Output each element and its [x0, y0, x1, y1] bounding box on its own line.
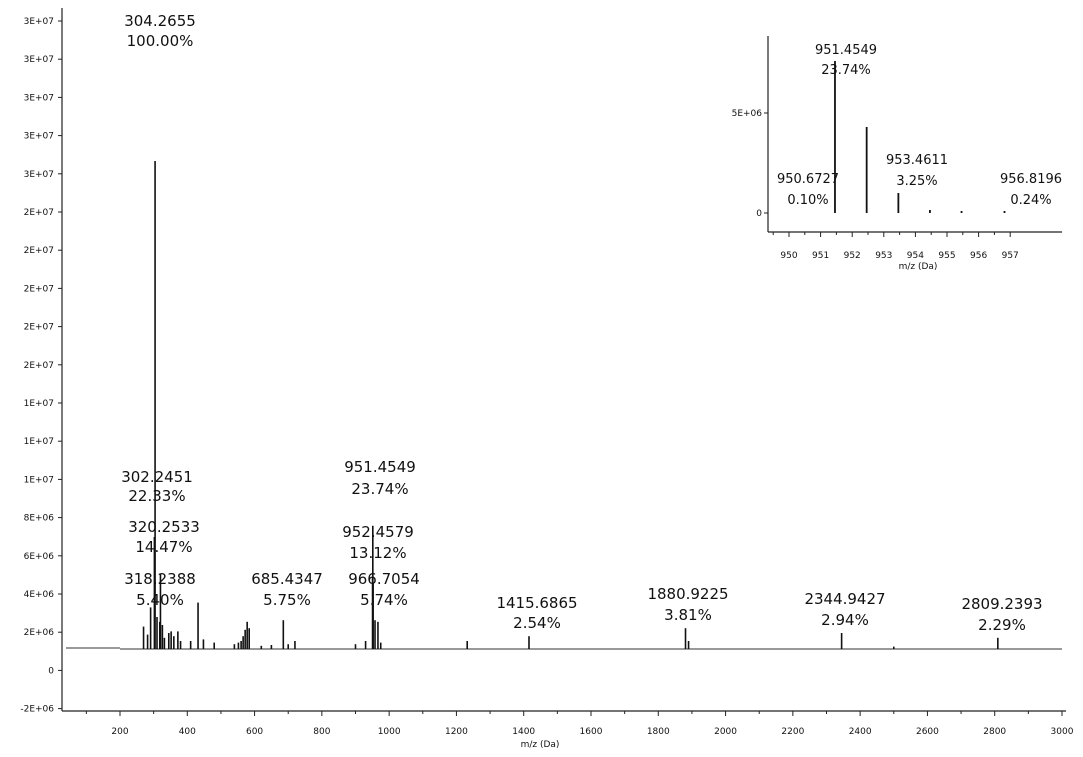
inset-x-ticks: 950 951 952 953 954 955 956 957 [772, 232, 1019, 261]
annotation-mz: 951.4549 [815, 43, 877, 58]
annotation-mz: 952.4579 [342, 523, 414, 541]
main-y-tick-label: 0 [48, 666, 54, 676]
annotation-mz: 951.4549 [344, 458, 416, 476]
annotation-pct: 23.74% [351, 480, 408, 498]
main-x-tick-label: 2800 [983, 727, 1006, 737]
annotation-mz: 302.2451 [121, 468, 193, 486]
inset-x-tick-label: 952 [844, 251, 861, 261]
main-y-tick-label: 2E+06 [24, 628, 55, 638]
annotation-pct: 14.47% [135, 538, 192, 556]
main-y-tick-label: -2E+06 [20, 705, 54, 715]
main-y-tick-label: 6E+06 [24, 552, 55, 562]
main-x-tick-label: 2200 [781, 727, 804, 737]
annotation-mz: 318.2388 [124, 570, 196, 588]
inset-x-tick-label: 955 [938, 251, 955, 261]
annotation-mz: 304.2655 [124, 12, 196, 30]
main-y-tick-label: 2E+07 [24, 361, 54, 371]
inset-y-ticks: 0 5E+06 [732, 109, 768, 219]
main-x-tick-label: 3000 [1051, 727, 1074, 737]
main-x-tick-label: 2600 [916, 727, 939, 737]
annotation-pct: 0.24% [1010, 193, 1051, 208]
main-y-tick-label: 4E+06 [24, 590, 55, 600]
inset-x-tick-label: 956 [970, 251, 987, 261]
main-x-tick-label: 1200 [445, 727, 468, 737]
annotation-pct: 5.75% [263, 591, 311, 609]
main-y-ticks: 3E+07 3E+07 3E+07 3E+07 3E+07 2E+07 2E+07 2E+07… [20, 17, 62, 715]
main-y-tick-label: 3E+07 [24, 17, 54, 27]
main-y-tick-label: 2E+07 [24, 323, 54, 333]
main-annotations: 304.2655 100.00% 302.2451 22.33% 320.253… [121, 12, 1042, 634]
annotation-mz: 2344.9427 [804, 590, 885, 608]
main-x-tick-label: 1400 [512, 727, 535, 737]
annotation-pct: 22.33% [128, 487, 185, 505]
inset-y-tick-label: 5E+06 [732, 109, 763, 119]
annotation-mz: 685.4347 [251, 570, 323, 588]
main-y-tick-label: 8E+06 [24, 514, 55, 524]
main-x-tick-label: 400 [179, 727, 196, 737]
inset-x-tick-label: 950 [780, 251, 797, 261]
main-y-tick-label: 3E+07 [24, 170, 54, 180]
main-x-tick-label: 1600 [580, 727, 603, 737]
annotation-pct: 3.25% [896, 174, 937, 189]
main-x-tick-label: 200 [111, 727, 128, 737]
main-x-tick-label: 1000 [378, 727, 401, 737]
main-y-tick-label: 2E+07 [24, 246, 54, 256]
main-y-tick-label: 3E+07 [24, 55, 54, 65]
inset-y-tick-label: 0 [756, 209, 762, 219]
annotation-pct: 5.74% [360, 591, 408, 609]
main-y-tick-label: 1E+07 [24, 475, 54, 485]
main-x-ticks: 200 400 600 800 1000 1200 1400 1600 1800 2000 2200… [85, 711, 1074, 737]
main-x-tick-label: 800 [313, 727, 330, 737]
main-y-tick-label: 1E+07 [24, 399, 54, 409]
main-x-axis-title: m/z (Da) [521, 740, 560, 750]
annotation-pct: 2.54% [513, 614, 561, 632]
inset-x-tick-label: 954 [907, 251, 924, 261]
main-y-tick-label: 2E+07 [24, 208, 54, 218]
main-x-tick-label: 1800 [647, 727, 670, 737]
annotation-mz: 1415.6865 [496, 594, 577, 612]
main-y-tick-label: 3E+07 [24, 132, 54, 142]
annotation-mz: 320.2533 [128, 518, 200, 536]
main-x-tick-label: 2000 [714, 727, 737, 737]
annotation-mz: 966.7054 [348, 570, 420, 588]
annotation-mz: 953.4611 [886, 153, 948, 168]
annotation-pct: 2.94% [821, 611, 869, 629]
annotation-pct: 13.12% [349, 544, 406, 562]
inset-x-tick-label: 951 [812, 251, 829, 261]
annotation-mz: 950.6727 [777, 172, 839, 187]
main-y-tick-label: 3E+07 [24, 93, 54, 103]
annotation-pct: 2.29% [978, 616, 1026, 634]
annotation-mz: 956.8196 [1000, 172, 1062, 187]
main-y-tick-label: 2E+07 [24, 284, 54, 294]
annotation-mz: 1880.9225 [647, 585, 728, 603]
main-peaks [142, 161, 999, 649]
inset-annotations: 951.4549 23.74% 950.6727 0.10% 953.4611 … [777, 43, 1062, 208]
main-x-tick-label: 2400 [849, 727, 872, 737]
main-x-tick-label: 600 [246, 727, 263, 737]
inset-peaks [834, 61, 1006, 213]
annotation-pct: 3.81% [664, 606, 712, 624]
inset-x-tick-label: 957 [1002, 251, 1019, 261]
annotation-pct: 100.00% [127, 32, 194, 50]
annotation-mz: 2809.2393 [961, 595, 1042, 613]
annotation-pct: 5.40% [136, 591, 184, 609]
inset-x-axis-title: m/z (Da) [899, 262, 938, 272]
inset-x-tick-label: 953 [875, 251, 892, 261]
annotation-pct: 23.74% [821, 63, 871, 78]
main-y-tick-label: 1E+07 [24, 437, 54, 447]
annotation-pct: 0.10% [787, 193, 828, 208]
